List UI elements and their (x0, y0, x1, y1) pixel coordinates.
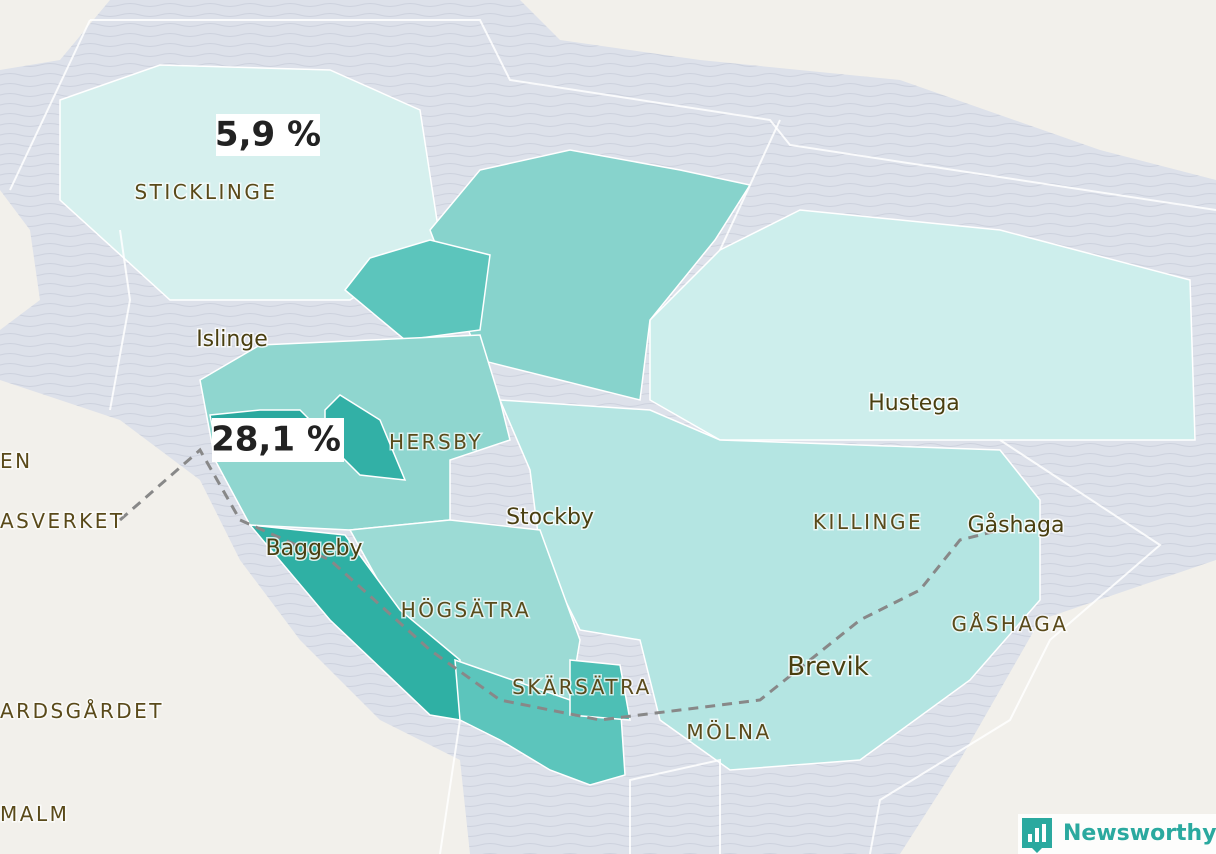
regions (59, 64, 1196, 786)
brand-logo: Newsworthy (1018, 814, 1216, 854)
place-label: Brevik (787, 652, 869, 682)
place-label: Baggeby (265, 536, 362, 561)
brand-name: Newsworthy (1063, 821, 1216, 846)
district-label: HÖGSÄTRA (401, 598, 531, 622)
district-label: EN (0, 449, 33, 473)
district-label: ASVERKET (0, 509, 125, 533)
place-label: Gåshaga (968, 512, 1065, 538)
district-label: HERSBY (389, 430, 483, 454)
annotation: 28,1 % (211, 420, 341, 460)
district-label: MALM (0, 802, 69, 826)
annotation: 5,9 % (215, 115, 321, 155)
label-box (216, 114, 320, 156)
district-borders (9, 19, 1216, 854)
district-label: ARDSGÅRDET (0, 699, 164, 723)
district-label: STICKLINGE (134, 180, 277, 204)
district-label: GÅSHAGA (952, 612, 1069, 636)
label-box (212, 418, 344, 462)
place-label: Hustega (868, 391, 960, 416)
district-label: SKÄRSÄTRA (512, 675, 652, 699)
district-label: MÖLNA (686, 720, 771, 744)
district-label: KILLINGE (813, 510, 923, 534)
place-label: Stockby (506, 505, 594, 530)
place-label: Islinge (196, 327, 268, 352)
